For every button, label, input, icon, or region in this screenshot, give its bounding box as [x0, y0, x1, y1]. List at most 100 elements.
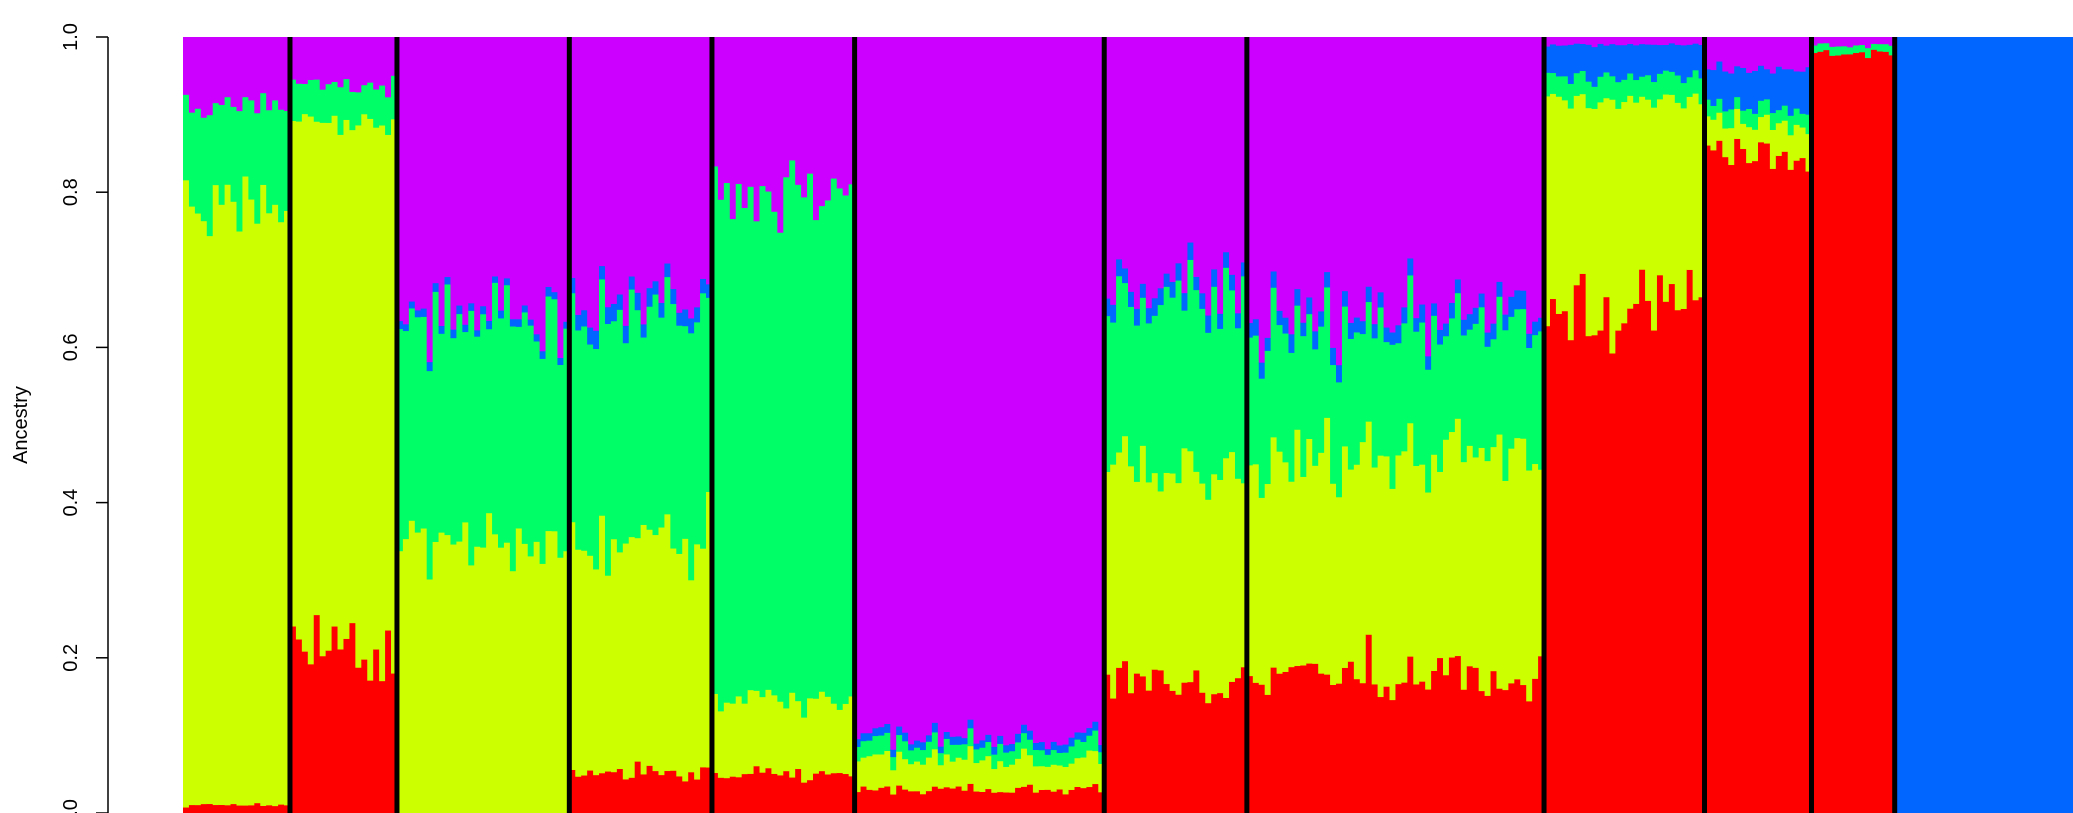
bar-segment	[628, 37, 636, 277]
bar-segment	[188, 206, 196, 806]
bar-segment	[456, 37, 463, 306]
bar-segment	[1454, 292, 1462, 419]
bar-segment	[1074, 732, 1082, 740]
bar-segment	[1472, 37, 1480, 308]
bar-segment	[295, 37, 303, 84]
bar-segment	[1169, 473, 1177, 691]
bar-segment	[1116, 37, 1123, 260]
bar-segment	[1401, 682, 1408, 813]
bar-segment	[1817, 43, 1824, 52]
bar-segment	[1585, 107, 1593, 337]
bar-segment	[1324, 287, 1331, 418]
bar-segment	[242, 176, 249, 806]
bar-segment	[1656, 274, 1664, 813]
bar-segment	[1549, 72, 1557, 94]
bar-segment	[813, 773, 820, 813]
bar-segment	[1306, 438, 1313, 664]
bar-segment	[1181, 682, 1189, 813]
bar-segment	[1086, 786, 1093, 813]
bar-segment	[1579, 43, 1587, 71]
bar-segment	[979, 37, 986, 741]
bar-segment	[1900, 37, 1908, 813]
bar-segment	[1288, 352, 1296, 482]
bar-segment	[1680, 308, 1688, 813]
bar-segment	[1389, 699, 1397, 813]
bar-segment	[1448, 37, 1456, 303]
bar-segment	[1752, 70, 1759, 114]
bar-segment	[914, 37, 921, 741]
bar-segment	[218, 204, 226, 806]
bar-segment	[1544, 325, 1551, 813]
bar-segment	[890, 769, 897, 795]
bar-segment	[973, 749, 981, 764]
bar-segment	[480, 37, 487, 307]
y-tick-label: 0.4	[60, 489, 82, 517]
bar-segment	[1145, 323, 1153, 483]
bar-segment	[1371, 684, 1379, 813]
bar-segment	[860, 757, 868, 787]
bar-segment	[1407, 275, 1414, 424]
bar-segment	[1145, 690, 1153, 813]
bar-segment	[931, 37, 939, 723]
bar-segment	[1324, 271, 1331, 288]
bar-segment	[301, 37, 309, 84]
bar-segment	[610, 303, 618, 322]
bar-segment	[1585, 37, 1593, 45]
bar-segment	[236, 110, 244, 232]
bar-segment	[1205, 499, 1212, 704]
bar-segment	[1472, 457, 1480, 668]
bar-segment	[1722, 128, 1729, 158]
bar-segment	[1829, 37, 1836, 47]
bar-segment	[688, 318, 695, 334]
bar-segment	[1573, 43, 1581, 74]
bar-segment	[462, 522, 469, 813]
bar-segment	[694, 37, 701, 308]
bar-segment	[2043, 37, 2050, 813]
bar-segment	[1793, 71, 1801, 109]
bar-segment	[569, 292, 576, 523]
bar-segment	[1532, 463, 1539, 679]
bar-segment	[1223, 457, 1230, 698]
bar-segment	[1544, 72, 1551, 97]
bar-segment	[587, 327, 594, 345]
bar-segment	[854, 746, 862, 762]
bar-segment	[1787, 37, 1795, 70]
bar-segment	[331, 81, 339, 116]
bar-segment	[1502, 37, 1509, 315]
bar-segment	[1763, 37, 1771, 70]
bar-segment	[1169, 297, 1177, 474]
bar-segment	[1401, 37, 1408, 308]
bar-segment	[818, 770, 826, 813]
bar-segment	[426, 361, 434, 372]
bar-segment	[1050, 791, 1058, 813]
bar-segment	[1312, 349, 1319, 466]
bar-segment	[1413, 331, 1420, 467]
bar-segment	[634, 761, 642, 813]
bar-segment	[1906, 37, 1914, 813]
bar-segment	[307, 37, 315, 80]
bar-segment	[1520, 438, 1527, 686]
bar-segment	[379, 680, 386, 813]
bar-segment	[438, 325, 446, 334]
bar-segment	[1264, 483, 1272, 695]
bar-segment	[278, 221, 285, 805]
bar-segment	[1514, 289, 1521, 310]
bar-segment	[1288, 481, 1296, 668]
bar-segment	[1746, 72, 1753, 109]
bar-segment	[1746, 37, 1753, 73]
bar-segment	[1466, 665, 1474, 813]
bar-segment	[854, 791, 862, 813]
bar-segment	[694, 306, 701, 323]
bar-segment	[1217, 692, 1224, 813]
bar-segment	[908, 763, 915, 792]
bar-segment	[206, 114, 214, 237]
bar-segment	[1775, 66, 1783, 111]
bar-segment	[1365, 634, 1373, 813]
bar-segment	[866, 740, 874, 757]
bar-segment	[349, 91, 356, 131]
bar-segment	[842, 773, 850, 813]
bar-segment	[343, 638, 351, 813]
bar-segment	[1763, 143, 1771, 813]
bar-segment	[1038, 749, 1046, 767]
